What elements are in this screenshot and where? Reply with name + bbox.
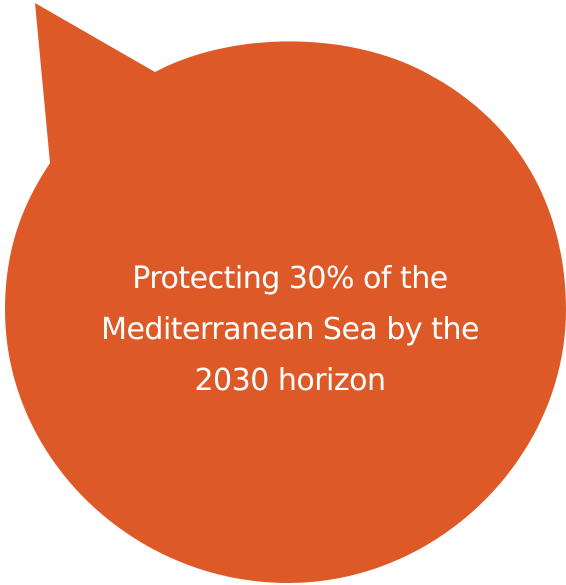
callout-text: Protecting 30% of the Mediterranean Sea … [60, 253, 520, 406]
callout-line-2: Mediterranean Sea by the [101, 312, 479, 347]
callout-line-3: 2030 horizon [194, 363, 386, 398]
callout-line-1: Protecting 30% of the [132, 261, 448, 296]
